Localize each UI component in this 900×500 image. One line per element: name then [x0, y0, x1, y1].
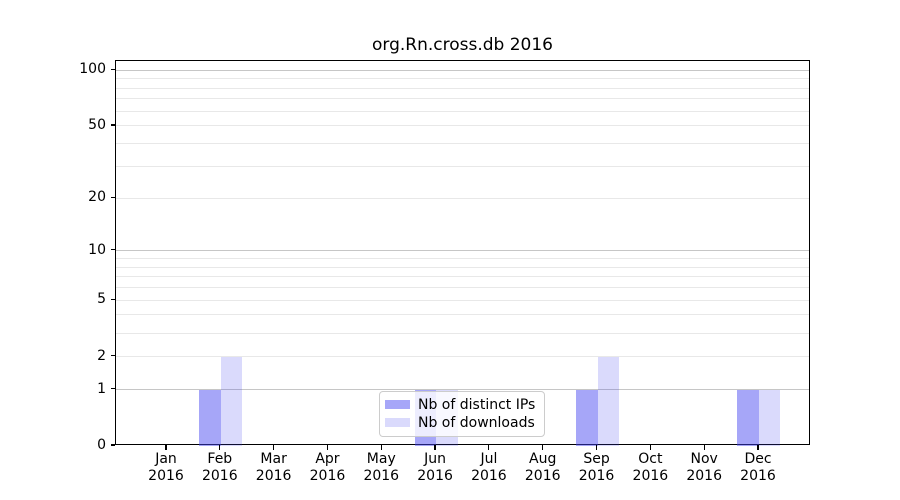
gridline-minor: [116, 266, 809, 268]
y-tick-label: 0: [97, 437, 106, 453]
gridline-minor: [116, 276, 809, 278]
y-tick-label: 100: [79, 61, 106, 78]
gridline-minor: [116, 299, 809, 301]
gridline-minor: [116, 110, 809, 112]
gridline-major: [116, 69, 809, 71]
gridline-minor: [116, 197, 809, 199]
y-tick-label: 10: [88, 241, 106, 258]
x-tick-mark: [703, 445, 705, 450]
x-tick-label: Sep 2016: [578, 451, 615, 484]
legend: Nb of distinct IPs Nb of downloads: [379, 390, 545, 437]
x-tick-label: Nov 2016: [686, 451, 722, 484]
gridline-minor: [116, 287, 809, 289]
plot-area: [115, 60, 810, 446]
bar-distinct-ips: [199, 389, 221, 446]
x-tick-mark: [273, 445, 275, 450]
gridline-minor: [116, 356, 809, 358]
gridline-minor: [116, 125, 809, 127]
gridline-minor: [116, 98, 809, 100]
x-tick-mark: [219, 445, 221, 450]
x-tick-label: Jan 2016: [148, 451, 184, 484]
y-tick-label: 20: [88, 189, 106, 206]
gridline-minor: [116, 258, 809, 260]
gridline-minor: [116, 78, 809, 80]
x-tick-mark: [542, 445, 544, 450]
x-tick-mark: [326, 445, 329, 450]
x-tick-mark: [380, 445, 382, 450]
gridline-major: [116, 250, 809, 252]
x-tick-mark: [757, 445, 759, 450]
y-tick-label: 2: [97, 347, 106, 364]
y-tick-mark: [110, 298, 115, 300]
x-tick-mark: [165, 445, 167, 450]
y-tick-label: 50: [88, 116, 106, 133]
chart-title: org.Rn.cross.db 2016: [371, 35, 553, 55]
x-tick-label: May 2016: [363, 451, 400, 484]
gridline-minor: [116, 332, 809, 334]
x-tick-mark: [595, 445, 598, 450]
gridline-minor: [116, 165, 809, 167]
x-tick-label: Dec 2016: [740, 451, 776, 484]
legend-item-label: Nb of distinct IPs: [418, 396, 536, 413]
legend-item-label: Nb of downloads: [418, 414, 535, 431]
x-tick-label: Feb 2016: [201, 451, 238, 484]
gridline-minor: [116, 87, 809, 89]
bar-distinct-ips: [737, 389, 759, 446]
legend-item: Nb of distinct IPs: [385, 396, 538, 414]
legend-item: Nb of downloads: [385, 414, 538, 432]
y-tick-mark: [110, 196, 115, 198]
x-tick-label: Mar 2016: [255, 451, 292, 484]
y-tick-label: 1: [97, 380, 106, 397]
y-tick-mark: [110, 249, 115, 251]
x-tick-label: Apr 2016: [309, 451, 346, 484]
y-tick-mark: [110, 354, 115, 357]
bar-distinct-ips: [576, 389, 598, 446]
y-tick-mark: [110, 124, 115, 126]
x-tick-mark: [649, 445, 651, 450]
bar-downloads: [758, 389, 781, 446]
gridline-minor: [116, 314, 809, 316]
y-tick-mark: [110, 68, 115, 70]
x-tick-label: Aug 2016: [524, 451, 561, 484]
gridline-minor: [116, 143, 809, 145]
bar-downloads: [220, 356, 243, 446]
y-tick-mark: [110, 444, 115, 446]
x-tick-label: Oct 2016: [632, 451, 669, 484]
x-tick-mark: [488, 445, 490, 450]
y-tick-label: 5: [97, 291, 106, 308]
gridline-major: [116, 388, 809, 391]
bar-downloads: [597, 356, 620, 446]
legend-swatch: [385, 417, 410, 428]
x-tick-label: Jun 2016: [417, 451, 453, 484]
legend-swatch: [385, 399, 410, 410]
x-tick-mark: [434, 445, 436, 450]
x-tick-label: Jul 2016: [471, 451, 507, 484]
y-tick-mark: [110, 387, 115, 390]
